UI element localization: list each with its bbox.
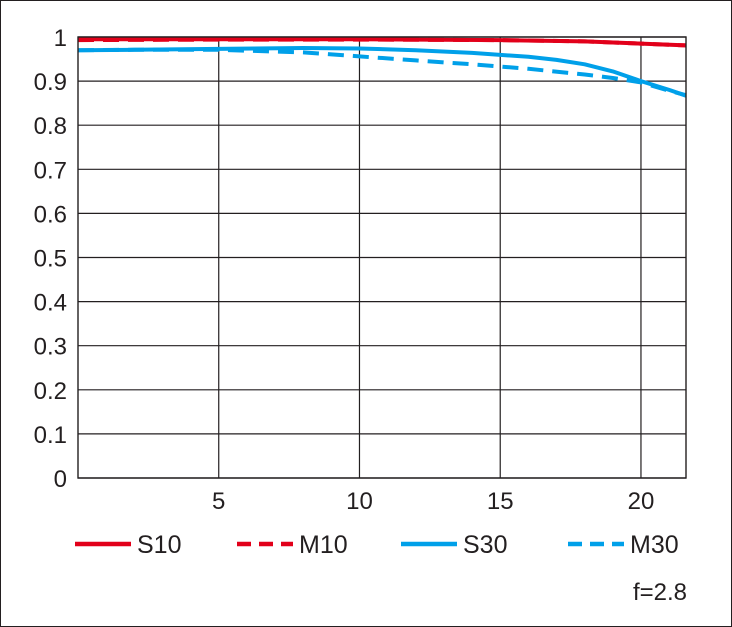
legend: S10 M10 S30 M30: [75, 531, 679, 559]
grid: [78, 36, 686, 479]
y-tick-label: 0: [54, 466, 67, 493]
legend-label-s10: S10: [137, 531, 181, 559]
y-tick-label: 0.8: [34, 113, 67, 140]
aperture-annotation: f=2.8: [633, 579, 687, 606]
y-tick-label: 0.6: [34, 201, 67, 228]
plot-area-border: [77, 36, 687, 479]
series-line-m30: [77, 47, 687, 98]
x-tick-label: 20: [628, 488, 655, 515]
x-tick-label: 10: [346, 488, 373, 515]
y-tick-label: 0.2: [34, 378, 67, 405]
y-tick-label: 0.7: [34, 157, 67, 184]
plot-border: [77, 36, 687, 479]
y-tick-label: 0.3: [34, 334, 67, 361]
x-tick-label: 15: [487, 488, 514, 515]
y-tick-label: 0.9: [34, 69, 67, 96]
series-line-s30: [77, 46, 687, 98]
legend-label-m10: M10: [299, 531, 348, 559]
legend-label-m30: M30: [630, 531, 679, 559]
y-tick-label: 0.4: [34, 290, 67, 317]
x-tick-label: 5: [212, 488, 225, 515]
x-tick-labels: 5 10 15 20: [212, 488, 654, 515]
y-tick-label: 1: [54, 25, 67, 52]
y-tick-labels: 0 0.1 0.2 0.3 0.4 0.5 0.6 0.7 0.8 0.9 1: [34, 25, 67, 493]
y-tick-label: 0.5: [34, 246, 67, 273]
legend-label-s30: S30: [463, 531, 507, 559]
y-tick-label: 0.1: [34, 422, 67, 449]
series-line-m10: [77, 37, 687, 48]
series-lines: [77, 37, 687, 98]
